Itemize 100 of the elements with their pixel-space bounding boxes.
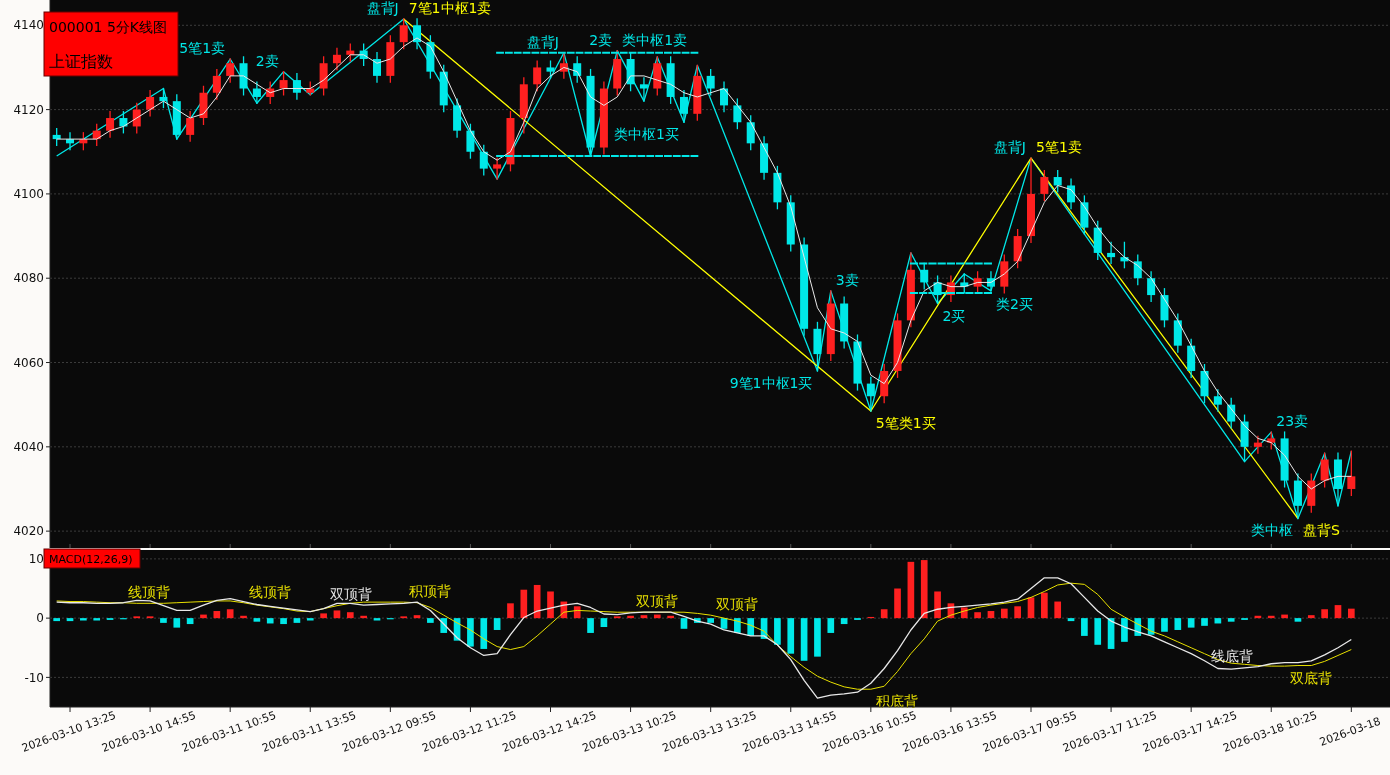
candlestick: [279, 71, 288, 96]
annotation: 类中枢1买: [614, 126, 679, 143]
candlestick: [332, 47, 341, 71]
bar: [1054, 601, 1062, 619]
bar: [840, 618, 848, 625]
bar: [93, 618, 101, 621]
bar: [1067, 618, 1075, 622]
candlestick: [1067, 178, 1076, 210]
bar: [894, 588, 901, 619]
bar: [346, 612, 354, 619]
bar: [66, 618, 74, 622]
candlestick: [1227, 397, 1236, 429]
data-label: 双顶背: [635, 593, 678, 610]
candlestick: [292, 73, 301, 100]
bar: [587, 618, 594, 633]
bar: [253, 618, 261, 622]
candlestick: [706, 68, 715, 96]
bar: [920, 560, 928, 619]
annotation: 盘背J: [526, 33, 559, 50]
bar: [827, 618, 835, 633]
bar: [1227, 618, 1235, 622]
bar: [1161, 618, 1168, 632]
annotation: 2卖: [589, 31, 613, 48]
bar: [520, 589, 528, 619]
candlestick: [466, 123, 475, 159]
text: 000001 5分K线图: [49, 19, 167, 35]
bar: [880, 609, 888, 619]
bar: [1014, 606, 1021, 619]
candlestick: [733, 98, 742, 130]
bar: [280, 618, 287, 625]
annotation: 3卖: [835, 271, 859, 288]
data-label: 积顶背: [408, 583, 451, 600]
bar: [1347, 608, 1355, 619]
candlestick: [373, 52, 381, 83]
candlestick: [866, 376, 875, 412]
data-label: 线顶背: [248, 583, 291, 600]
bar: [333, 610, 341, 619]
text: 上证指数: [49, 52, 113, 71]
candlestick: [679, 89, 688, 123]
y-tick-label: 10: [28, 552, 44, 567]
annotation: 类中枢: [1250, 522, 1293, 539]
candlestick: [573, 56, 582, 83]
bar: [186, 618, 194, 625]
annotation: 盘背J: [366, 0, 399, 16]
candlestick: [1107, 241, 1116, 265]
y-tick-label: 4020: [13, 524, 44, 539]
y-tick-label: 4140: [13, 18, 44, 33]
bar: [293, 618, 301, 623]
candlestick: [186, 111, 195, 142]
y-tick-label: 4100: [13, 187, 44, 202]
bar: [1000, 608, 1008, 619]
bar: [467, 618, 474, 647]
annotation: 5笔类1买: [875, 415, 936, 431]
bar: [934, 591, 941, 619]
candlestick: [746, 115, 755, 151]
bar: [160, 618, 167, 623]
bar: [507, 603, 514, 619]
candlestick: [559, 52, 568, 79]
bar: [427, 618, 434, 623]
candlestick: [639, 77, 648, 102]
y-tick-label: 4120: [13, 102, 44, 117]
annotation: 盘背J: [993, 139, 1026, 156]
annotation: 类2买: [995, 295, 1033, 312]
bar: [533, 584, 541, 619]
bar: [1041, 592, 1048, 619]
annotation: 7笔1中枢1卖: [408, 0, 492, 16]
y-tick-label: 0: [36, 611, 44, 626]
candlestick: [479, 144, 488, 176]
bar: [573, 606, 581, 619]
candlestick: [1053, 170, 1062, 193]
y-tick-label: 4060: [13, 355, 44, 370]
bar: [1121, 618, 1128, 642]
bar: [1334, 605, 1342, 619]
data-label: 积底背: [875, 693, 918, 710]
chart-title: MACD(12,26,9): [49, 553, 133, 566]
candlestick: [1213, 389, 1222, 412]
bar: [974, 612, 981, 619]
candlestick: [1253, 435, 1262, 454]
bar: [320, 613, 327, 619]
data-label: 双顶背: [330, 585, 372, 602]
bar: [493, 618, 501, 630]
bar: [800, 618, 808, 661]
bar: [1187, 618, 1195, 628]
bar: [266, 618, 274, 624]
y-tick-label: -10: [24, 670, 44, 685]
bar: [373, 618, 381, 621]
candlestick: [146, 89, 155, 117]
annotation: 9笔1中枢1买: [729, 374, 813, 391]
data-label: 双顶背: [715, 596, 758, 613]
annotation: 2卖: [255, 52, 279, 69]
bar: [1201, 618, 1208, 626]
candlestick: [1320, 452, 1329, 488]
bar: [80, 618, 87, 621]
candlestick: [1133, 254, 1142, 286]
bar: [306, 618, 314, 621]
bar: [1294, 618, 1302, 622]
annotation: 2买: [942, 307, 966, 324]
candlestick: [1040, 170, 1049, 201]
bar: [413, 615, 421, 619]
bar: [547, 591, 554, 619]
